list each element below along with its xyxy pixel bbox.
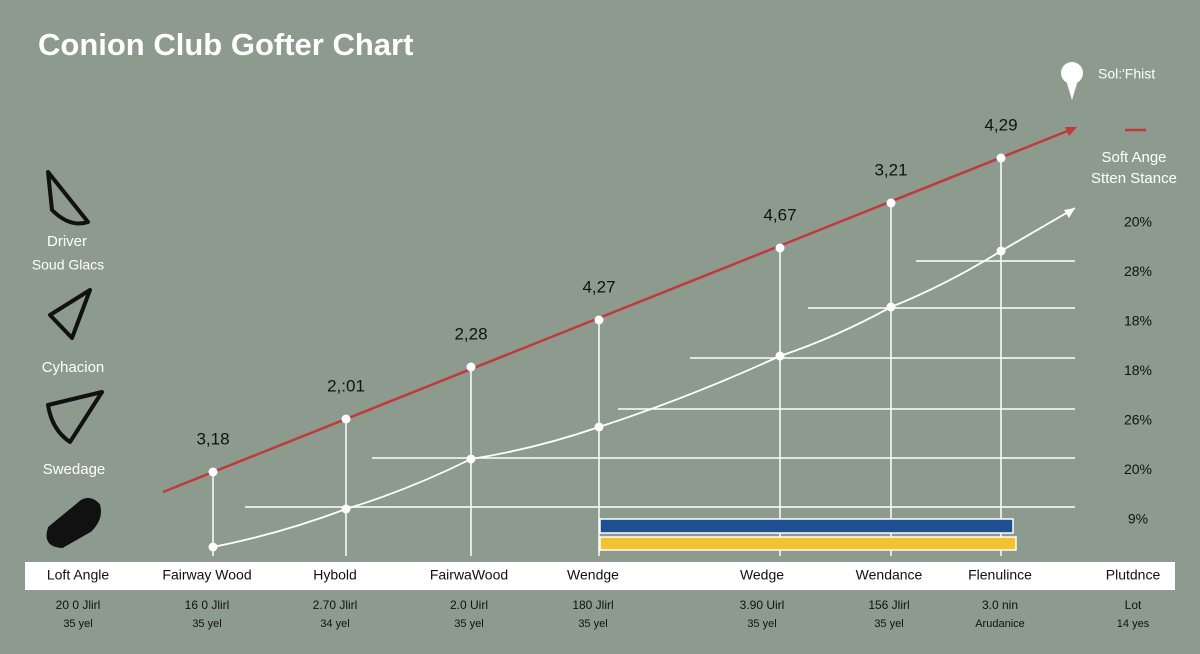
right-label: 18% xyxy=(1124,313,1152,329)
point-label: 3,21 xyxy=(874,160,907,179)
wood-icon xyxy=(46,390,104,444)
category-detail: 20 0 Jlirl xyxy=(56,598,101,612)
bar xyxy=(599,518,1014,534)
hybrid-icon xyxy=(48,288,92,340)
category-detail: 35 yel xyxy=(192,618,221,630)
right-label: 18% xyxy=(1124,362,1152,378)
club-label: Soud Glacs xyxy=(32,257,104,273)
red-line xyxy=(162,126,1076,494)
legend-label: Soft Ange xyxy=(1101,149,1166,166)
white-point xyxy=(775,351,785,361)
category-detail: 16 0 Jlirl xyxy=(185,598,230,612)
legend-label: Sol:'Fhist xyxy=(1098,66,1155,82)
point-label: 3,18 xyxy=(196,429,229,448)
arrow-head xyxy=(1064,208,1075,218)
category-label: Fairway Wood xyxy=(162,567,251,583)
ball-icon xyxy=(1061,62,1083,84)
white-point xyxy=(466,454,476,464)
category-detail: 35 yel xyxy=(63,618,92,630)
red-point xyxy=(466,362,476,372)
point-label: 2,28 xyxy=(454,324,487,343)
category-detail: 2.0 Uirl xyxy=(450,598,488,612)
point-label: 4,27 xyxy=(582,277,615,296)
category-label: Wendance xyxy=(856,567,923,583)
category-label: Flenulince xyxy=(968,567,1032,583)
category-detail: 2.70 Jlirl xyxy=(313,598,358,612)
right-label: 20% xyxy=(1124,461,1152,477)
right-label: 20% xyxy=(1124,214,1152,230)
right-label: 26% xyxy=(1124,412,1152,428)
category-label: Plutdnce xyxy=(1106,567,1161,583)
category-detail: 35 yel xyxy=(578,618,607,630)
category-detail: 3.0 nin xyxy=(982,598,1018,612)
category-detail: 35 yel xyxy=(874,618,903,630)
arrow-head xyxy=(1065,127,1077,136)
category-detail: 34 yel xyxy=(320,618,349,630)
right-label: 28% xyxy=(1124,263,1152,279)
category-detail: 180 Jlirl xyxy=(572,598,613,612)
red-point xyxy=(886,198,896,208)
white-point xyxy=(594,422,604,432)
bar xyxy=(599,536,1017,551)
red-point xyxy=(208,467,218,477)
category-detail: Lot xyxy=(1125,598,1142,612)
category-label: Wendge xyxy=(567,567,619,583)
category-detail: 156 Jlirl xyxy=(868,598,909,612)
red-point xyxy=(996,153,1006,163)
point-label: 4,67 xyxy=(763,205,796,224)
category-label: FairwaWood xyxy=(430,567,508,583)
club-label: Swedage xyxy=(43,461,106,478)
red-point xyxy=(594,315,604,325)
wedge-icon xyxy=(46,498,101,548)
category-detail: 35 yel xyxy=(747,618,776,630)
category-detail: 3.90 Uirl xyxy=(740,598,785,612)
category-detail: 35 yel xyxy=(454,618,483,630)
driver-icon xyxy=(46,170,90,226)
point-label: 2,:01 xyxy=(327,376,365,395)
club-label: Driver xyxy=(47,233,87,250)
legend-label: Stten Stance xyxy=(1091,170,1177,187)
red-point xyxy=(341,414,351,424)
club-label: Cyhacion xyxy=(42,359,105,376)
club-icons xyxy=(46,170,104,548)
category-label: Loft Angle xyxy=(47,567,109,583)
right-label: 9% xyxy=(1128,511,1148,527)
red-point xyxy=(775,243,785,253)
category-label: Wedge xyxy=(740,567,784,583)
category-detail: 14 yes xyxy=(1117,618,1150,630)
category-band xyxy=(25,562,1175,590)
tee-icon xyxy=(1066,80,1078,100)
white-point xyxy=(886,302,896,312)
category-label: Hybold xyxy=(313,567,357,583)
point-label: 4,29 xyxy=(984,115,1017,134)
white-point xyxy=(208,542,218,552)
chart-title: Conion Club Gofter Chart xyxy=(38,27,413,62)
white-point xyxy=(341,504,351,514)
category-detail: Arudanice xyxy=(975,618,1025,630)
white-point xyxy=(996,246,1006,256)
